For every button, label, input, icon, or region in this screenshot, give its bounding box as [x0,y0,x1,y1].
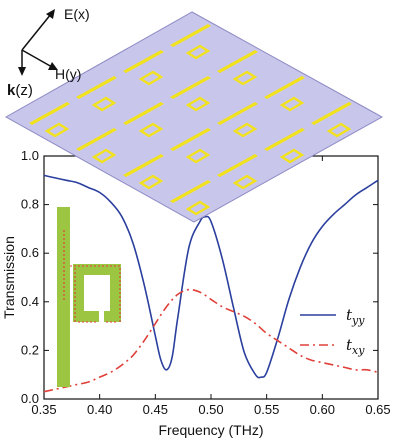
resonator-ring [185,44,211,60]
resonator-bar [311,102,352,125]
resonator-ring [232,174,258,190]
y-axis-label: Transmission [1,236,17,319]
coordinate-axes: E(x) H(y) k(z) [7,6,90,99]
resonator-bar [264,128,305,151]
x-tick-label: 0.40 [87,402,112,417]
resonator-ring [185,148,211,164]
x-tick-label: 0.55 [254,402,279,417]
x-tick-label: 0.65 [365,402,390,417]
inset-ring-hole [84,275,110,311]
resonator-ring [91,96,117,112]
x-axis-label: Frequency (THz) [158,422,263,438]
inset-current-arrows [63,230,121,323]
y-tick-label: 0.8 [21,197,39,212]
y-tick-label: 0.2 [21,342,39,357]
resonator-ring [326,122,352,138]
y-tick-label: 1.0 [21,148,39,163]
resonator-array [29,24,352,216]
x-tick-label: 0.35 [31,402,56,417]
resonator [170,24,211,60]
resonator [311,102,352,138]
resonator-bar [29,102,70,125]
resonator [217,154,258,190]
resonator-bar [170,180,211,203]
resonator-ring [185,96,211,112]
resonator [123,50,164,86]
series-line-t-yy [43,174,379,379]
x-tick-label: 0.50 [198,402,223,417]
resonator-bar [217,102,258,125]
plot-frame: 0.35 0.40 0.45 0.50 0.55 0.60 0.65 0.0 0.2 0.4 0.6… [1,148,391,438]
resonator-ring [138,174,164,190]
resonator [123,102,164,138]
legend-label-subscript: yy [351,314,365,327]
k-label-bold: k [7,82,16,99]
resonator-bar [123,50,164,73]
resonator-bar [76,128,117,151]
resonator-ring [138,70,164,86]
legend-label-yy: tyy [346,306,365,327]
k-label: k(z) [7,82,33,99]
resonator [123,154,164,190]
resonator [29,102,70,138]
e-label: E(x) [64,6,90,22]
legend-label-subscript: xy [352,344,365,357]
resonator [170,76,211,112]
resonator [170,180,211,216]
resonator [76,76,117,112]
resonator-bar [264,76,305,99]
resonator-bar [123,102,164,125]
resonator [217,50,258,86]
legend-label-base: t [346,306,353,324]
metasurface-substrate [4,11,384,223]
e-axis-arrow [21,13,52,51]
inset-substrate-bar [57,207,70,387]
metasurface-plate [4,11,384,223]
resonator-bar [217,50,258,73]
y-tick-label: 0.4 [21,294,39,309]
inset-ring-gap [99,311,104,323]
resonator-ring [91,148,117,164]
resonator-ring [279,148,305,164]
inset-field-arrows [63,230,121,323]
h-arrowhead [48,62,58,70]
h-label: H(y) [55,66,81,82]
resonator [76,128,117,164]
resonator-bar [123,154,164,177]
resonator [264,76,305,112]
h-axis-arrow [21,49,53,68]
resonator-ring [279,96,305,112]
x-tick-label: 0.45 [143,402,168,417]
y-tick-label: 0.0 [21,391,39,406]
resonator-ring [44,122,70,138]
resonator-bar [170,128,211,151]
inset-field-map [57,207,121,387]
resonator-ring [232,122,258,138]
resonator [217,102,258,138]
legend-label-base: t [346,336,353,354]
resonator-ring [232,70,258,86]
resonator-bar [170,76,211,99]
resonator-bar [170,24,211,47]
resonator [170,128,211,164]
resonator-bar [76,76,117,99]
y-tick-label: 0.6 [21,245,39,260]
resonator [264,128,305,164]
resonator-ring [138,122,164,138]
inset-split-ring [73,264,121,323]
transmission-curves [43,174,379,393]
resonator-bar [217,154,258,177]
k-label-z: (z) [15,82,33,99]
resonator-ring [185,200,211,216]
x-tick-label: 0.60 [310,402,335,417]
k-arrowhead [18,67,26,76]
legend-label-xy: txy [346,336,365,357]
e-arrowhead [46,9,55,19]
series-line-t-xy [43,288,379,393]
